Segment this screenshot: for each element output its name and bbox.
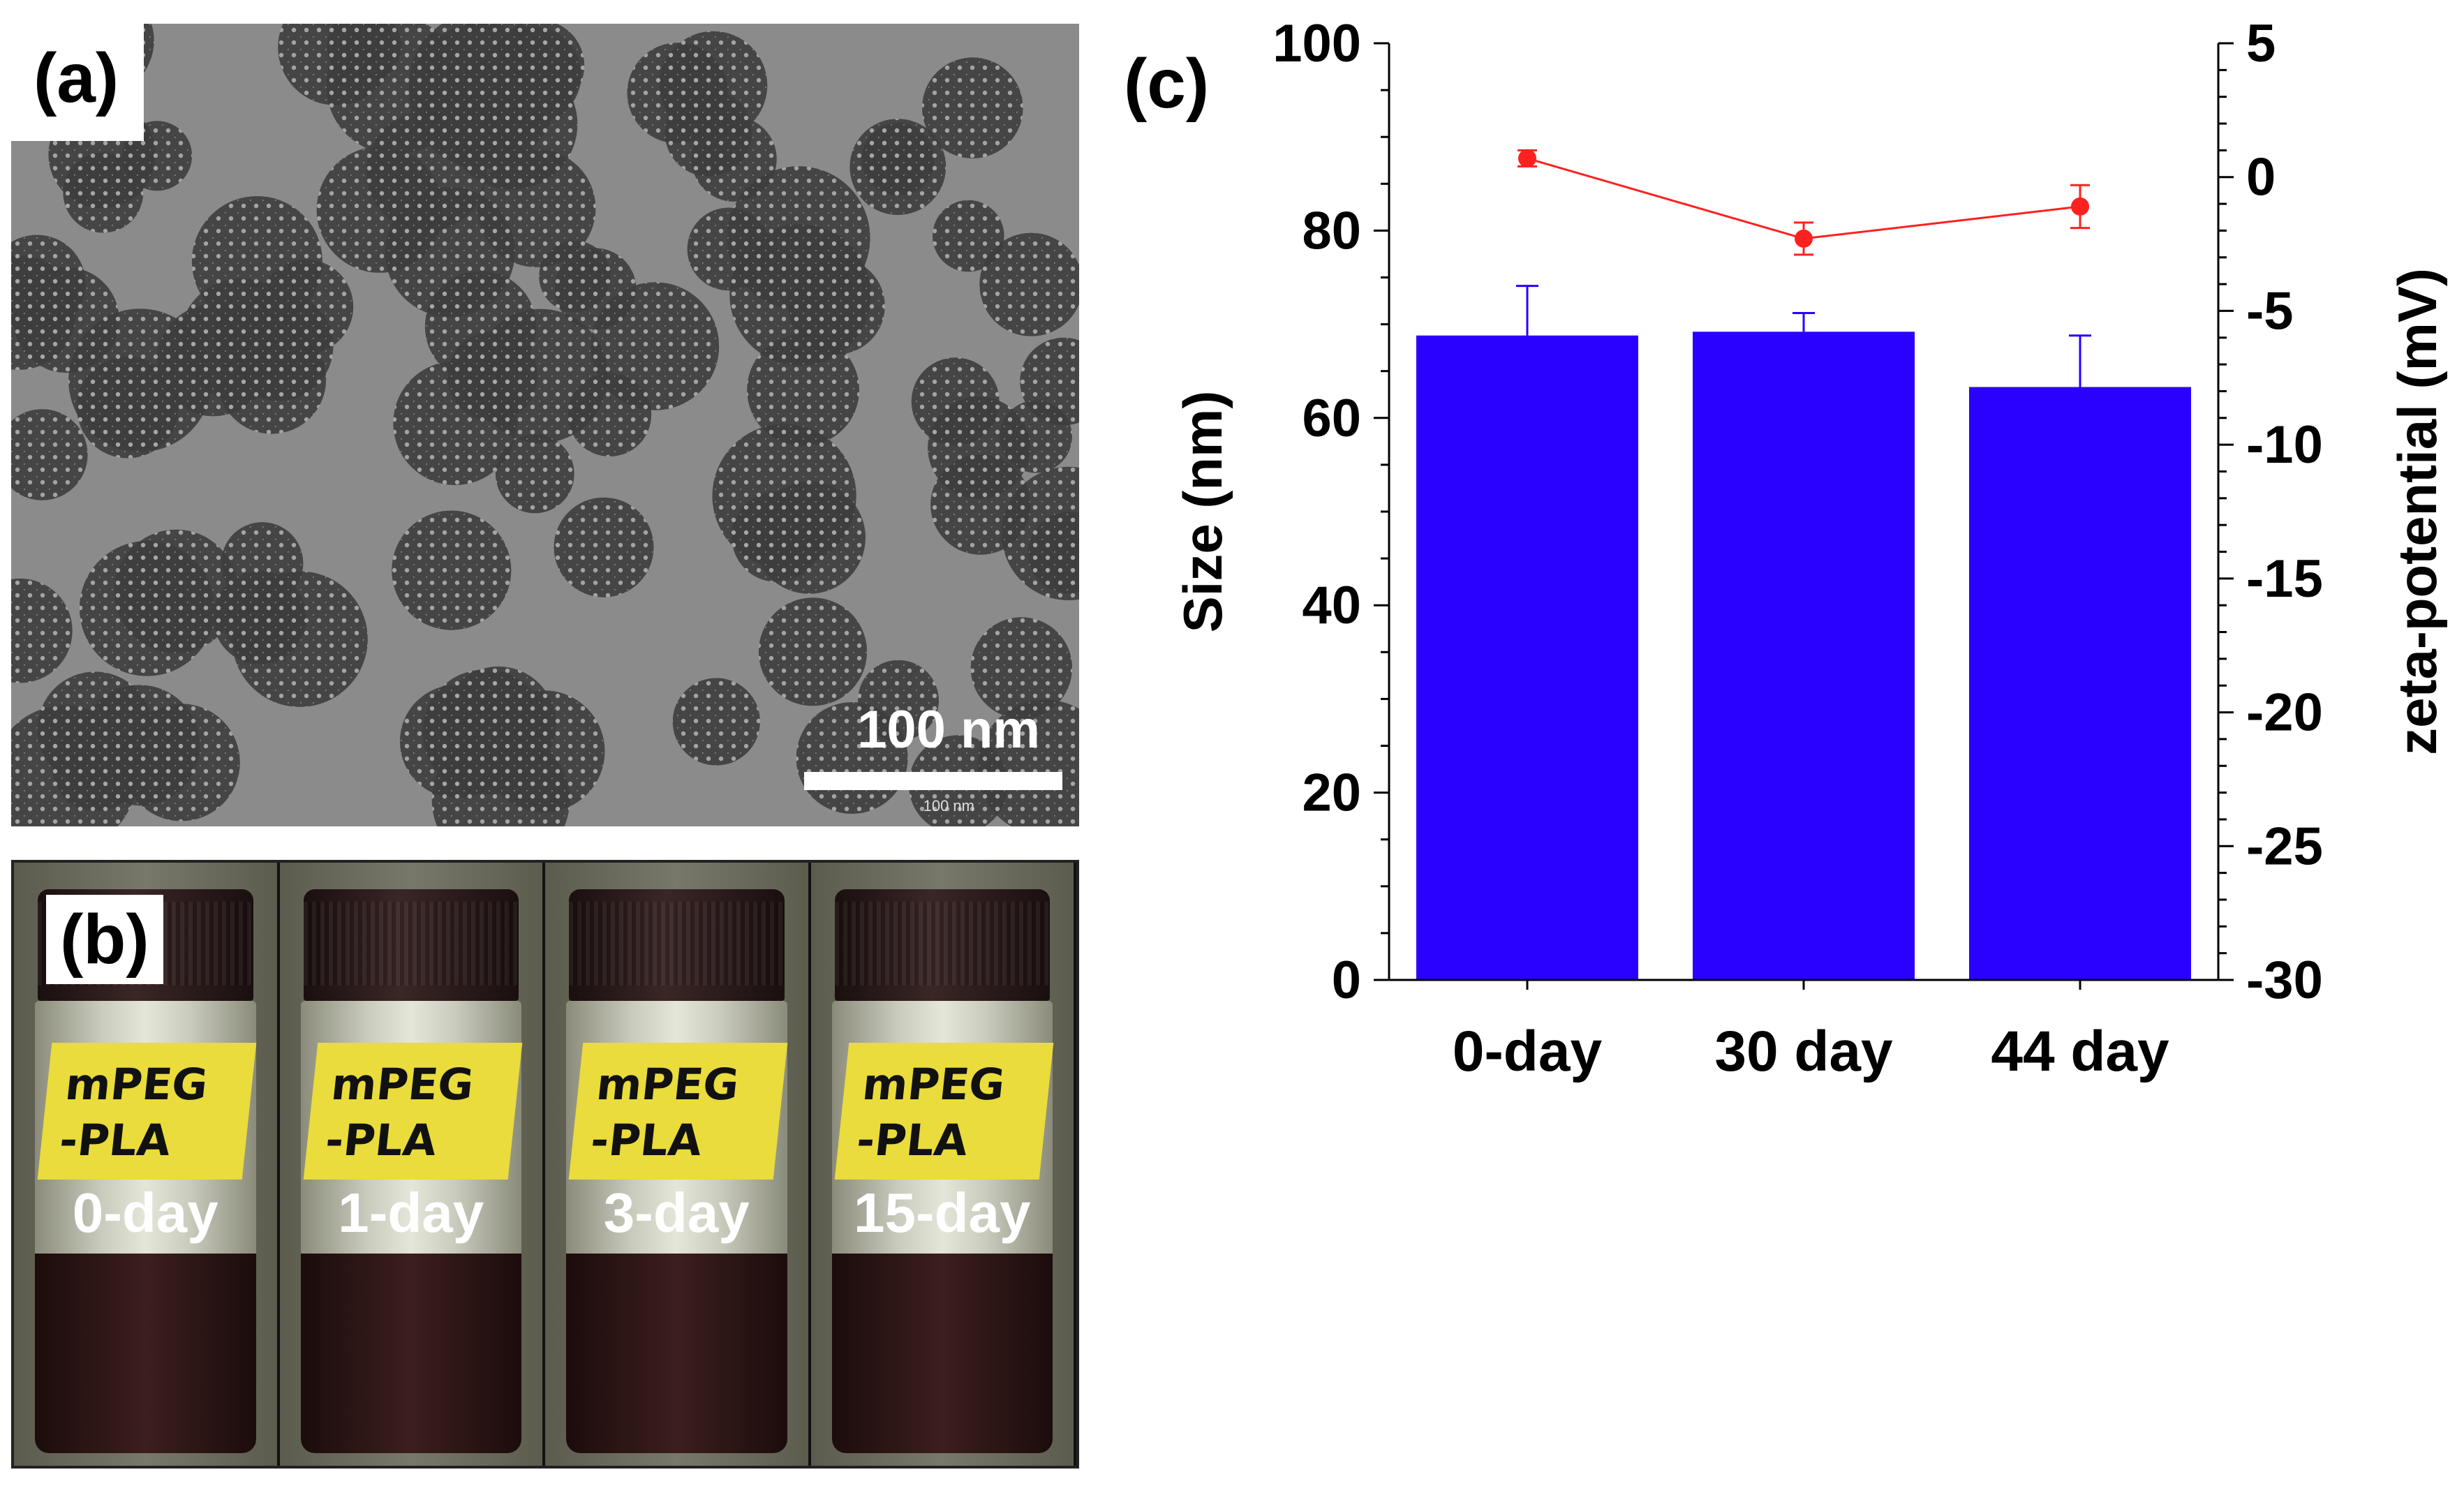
vial-tag-line1: mPEG	[859, 1059, 1007, 1110]
nanoparticle	[11, 409, 88, 500]
vial-tag-line1: mPEG	[328, 1059, 476, 1110]
scale-bar-small-label: 100 nm	[923, 797, 974, 815]
nanoparticle	[13, 267, 119, 373]
nanoparticle	[399, 685, 514, 798]
size-zeta-chart: 0 20 40 60 80 100 -30 -25 -20 -15 -10 -5 0 5 0-day 30 d…	[1172, 14, 2448, 1083]
vial-tag-line2: -PLA	[588, 1115, 705, 1166]
nanoparticle	[424, 271, 537, 382]
left-y-tick-label: 40	[1302, 576, 1361, 635]
vial-cap	[834, 889, 1050, 1001]
nanoparticle	[63, 152, 144, 233]
vials-photo-panel: mPEG -PLA 0-day mPEG -PLA 1-day mPEG -PL…	[11, 860, 1079, 1469]
vial-cap	[303, 889, 519, 1001]
nanoparticle	[591, 282, 720, 410]
vial-tag: mPEG -PLA	[303, 1043, 522, 1180]
vial-liquid	[35, 1254, 256, 1453]
right-y-tick-label: -15	[2246, 549, 2323, 609]
right-y-axis-title: zeta-potential (mV)	[2387, 268, 2448, 755]
right-y-tick-label: -20	[2246, 683, 2323, 743]
nanoparticle	[393, 361, 517, 485]
nanoparticle	[970, 617, 1073, 719]
vial-cap	[569, 889, 785, 1001]
vial-15-day: mPEG -PLA 15-day	[810, 863, 1076, 1466]
nanoparticle	[747, 334, 859, 447]
nanoparticle	[979, 232, 1079, 336]
nanoparticle	[1000, 400, 1072, 473]
panel-a-label: (a)	[11, 24, 144, 141]
nanoparticle	[691, 116, 777, 202]
vial-liquid	[566, 1254, 787, 1453]
nanoparticle	[327, 24, 402, 83]
vial-liquid	[831, 1254, 1053, 1453]
tem-micrograph-image	[11, 24, 1079, 826]
vial-tag: mPEG -PLA	[834, 1043, 1053, 1180]
vial-tag-line1: mPEG	[63, 1059, 211, 1110]
vial-tag-line2: -PLA	[322, 1115, 439, 1166]
left-y-tick-label: 100	[1272, 14, 1361, 73]
tem-micrograph-panel: (a) 100 nm 100 nm	[11, 24, 1079, 826]
left-y-tick-label: 0	[1332, 951, 1361, 1010]
nanoparticle	[627, 43, 728, 144]
right-y-tick-label: -5	[2246, 281, 2294, 341]
vial-day-label: 1-day	[338, 1182, 484, 1244]
nanoparticle	[122, 704, 240, 822]
scale-bar	[804, 772, 1062, 790]
left-y-tick-label: 60	[1302, 389, 1361, 448]
nanoparticle	[729, 224, 871, 366]
nanoparticle	[77, 356, 179, 459]
left-y-axis-title: Size (nm)	[1172, 391, 1233, 633]
left-y-tick-label: 80	[1302, 201, 1361, 260]
vial-tag: mPEG -PLA	[568, 1043, 787, 1180]
left-y-tick-label: 20	[1302, 764, 1361, 823]
nanoparticle	[922, 57, 1023, 158]
zeta-point	[1518, 149, 1536, 168]
size-bar	[1693, 332, 1915, 980]
scale-bar-label: 100 nm	[857, 700, 1040, 759]
nanoparticle	[495, 434, 574, 514]
size-bar	[1969, 387, 2191, 980]
zeta-point	[1795, 229, 1813, 248]
vial-day-label: 3-day	[603, 1182, 750, 1244]
vial-1-day: mPEG -PLA 1-day	[279, 863, 545, 1466]
nanoparticle	[930, 454, 1031, 555]
vial-day-label: 0-day	[72, 1182, 218, 1244]
nanoparticle	[933, 200, 1004, 272]
vial-tag-line1: mPEG	[594, 1059, 742, 1110]
nanoparticle	[672, 678, 760, 766]
vial-3-day: mPEG -PLA 3-day	[545, 863, 811, 1466]
x-tick-label: 0-day	[1453, 1020, 1603, 1083]
nanoparticle	[392, 510, 512, 630]
vial-day-label: 15-day	[854, 1182, 1031, 1244]
panel-b-label: (b)	[46, 895, 163, 984]
nanoparticle	[79, 541, 215, 676]
x-tick-label: 44 day	[1991, 1020, 2169, 1083]
right-y-tick-label: -10	[2246, 415, 2323, 475]
nanoparticle	[758, 597, 868, 706]
right-y-tick-label: -25	[2246, 817, 2323, 876]
size-bar	[1416, 335, 1638, 980]
right-y-tick-label: -30	[2246, 951, 2323, 1010]
nanoparticle	[1027, 512, 1079, 594]
vial-liquid	[300, 1254, 521, 1453]
vial-tag-line2: -PLA	[854, 1115, 970, 1166]
vial-tag: mPEG -PLA	[37, 1043, 256, 1180]
right-y-tick-label: 0	[2246, 148, 2276, 207]
vial-tag-line2: -PLA	[57, 1115, 174, 1166]
nanoparticle	[849, 119, 947, 215]
nanoparticle	[11, 578, 73, 683]
nanoparticle	[712, 424, 856, 568]
nanoparticle	[213, 571, 307, 664]
nanoparticle	[316, 147, 443, 273]
nanoparticle	[554, 497, 654, 597]
zeta-point	[2071, 197, 2089, 216]
nanoparticle	[477, 149, 596, 267]
x-tick-label: 30 day	[1714, 1020, 1893, 1083]
size-zeta-chart-panel: (c) 0 20 40 60 80 100 -30 -25 -20 -15 -10 -5 0 5 0-day…	[1103, 0, 2464, 1131]
right-y-tick-label: 5	[2246, 14, 2276, 73]
nanoparticle	[258, 259, 354, 355]
panel-c-label: (c)	[1124, 45, 1210, 123]
